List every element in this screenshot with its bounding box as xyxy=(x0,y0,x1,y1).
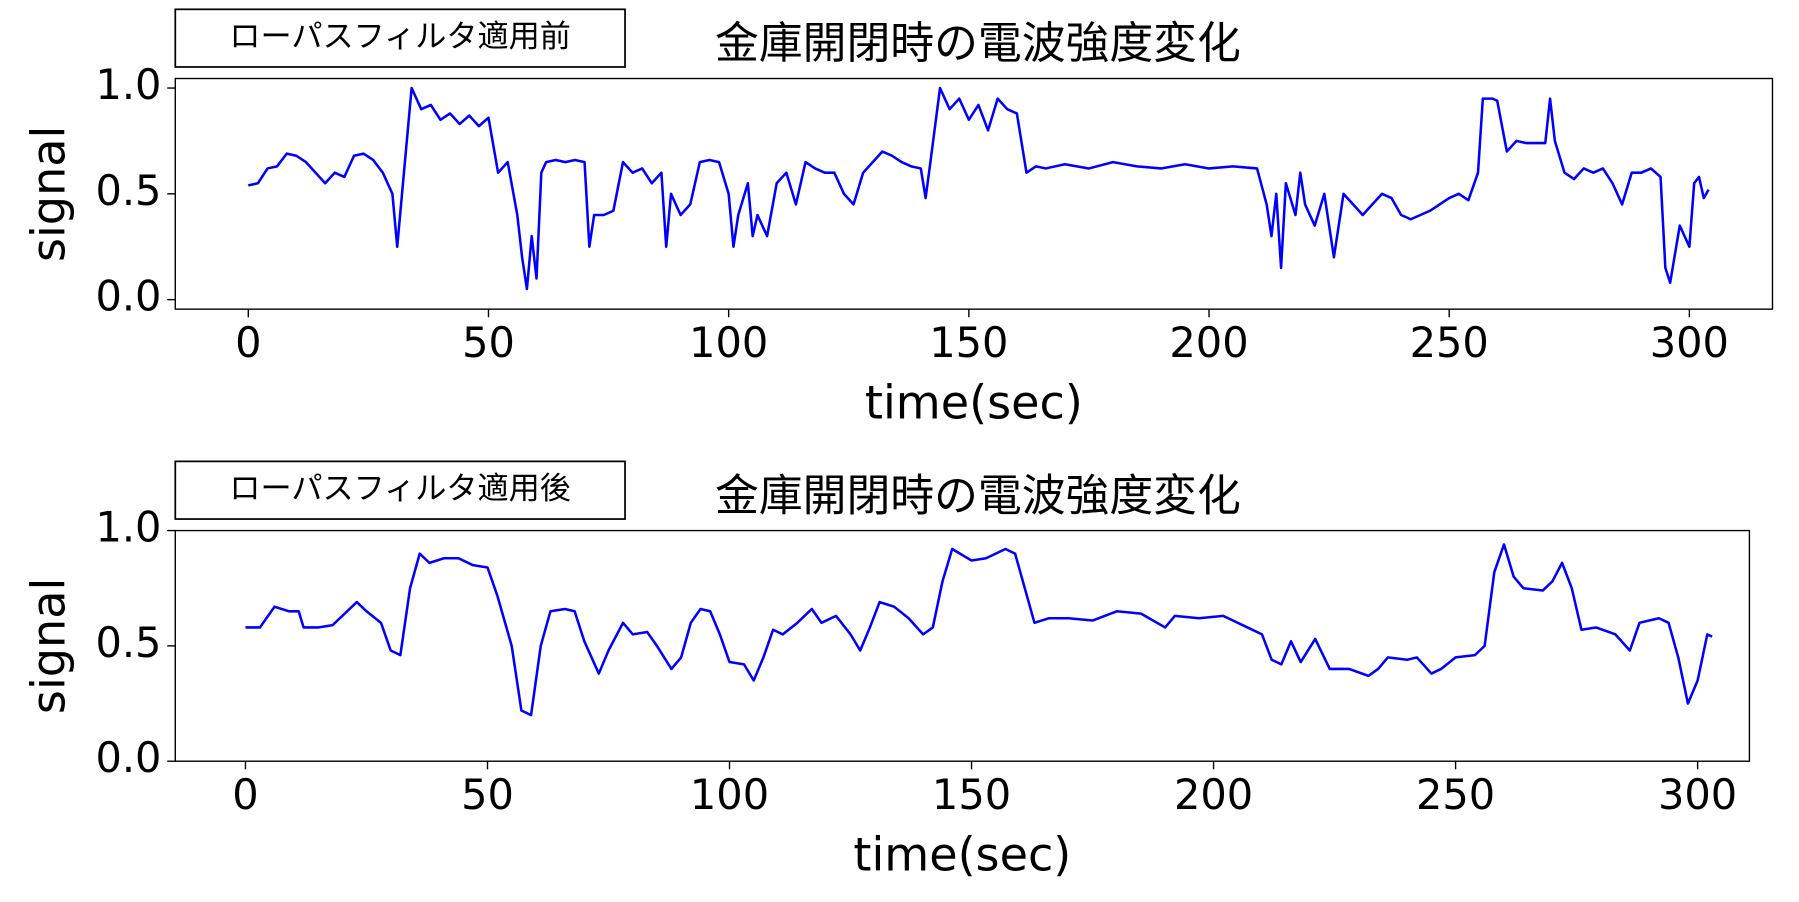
x-tick-label: 300 xyxy=(1650,318,1729,367)
y-axis-label: signal xyxy=(21,126,75,262)
x-axis-label: time(sec) xyxy=(865,376,1083,430)
y-tick-label: 0.0 xyxy=(95,733,161,782)
signal-line xyxy=(248,86,1710,291)
plot-frame xyxy=(174,529,1751,762)
x-tick-label: 250 xyxy=(1410,318,1489,367)
x-tick-label: 100 xyxy=(690,770,769,819)
x-tick-label: 150 xyxy=(932,770,1011,819)
y-tick-label: 1.0 xyxy=(95,503,161,552)
x-axis-label: time(sec) xyxy=(853,828,1071,882)
y-tick-label: 0.0 xyxy=(95,272,161,321)
x-tick-label: 150 xyxy=(929,318,1008,367)
annotation: ローパスフィルタ適用後 xyxy=(229,471,570,507)
signal-line xyxy=(245,543,1713,717)
x-tick-label: 200 xyxy=(1174,770,1253,819)
x-tick-label: 50 xyxy=(462,318,515,367)
x-tick-label: 250 xyxy=(1416,770,1495,819)
annotation-box xyxy=(174,8,626,68)
chart-title: 金庫開閉時の電波強度変化 xyxy=(715,18,1241,69)
y-tick-label: 0.5 xyxy=(95,166,161,215)
x-tick-label: 50 xyxy=(461,770,514,819)
x-tick-label: 0 xyxy=(235,318,261,367)
y-tick-label: 1.0 xyxy=(95,60,161,109)
y-axis-label: signal xyxy=(21,578,75,714)
annotation-box xyxy=(174,460,626,520)
x-tick-label: 200 xyxy=(1169,318,1248,367)
x-tick-label: 100 xyxy=(689,318,768,367)
x-tick-label: 300 xyxy=(1658,770,1737,819)
annotation: ローパスフィルタ適用前 xyxy=(229,19,570,55)
x-tick-label: 0 xyxy=(232,770,258,819)
y-tick-label: 0.5 xyxy=(95,618,161,667)
chart-title: 金庫開閉時の電波強度変化 xyxy=(715,470,1241,521)
